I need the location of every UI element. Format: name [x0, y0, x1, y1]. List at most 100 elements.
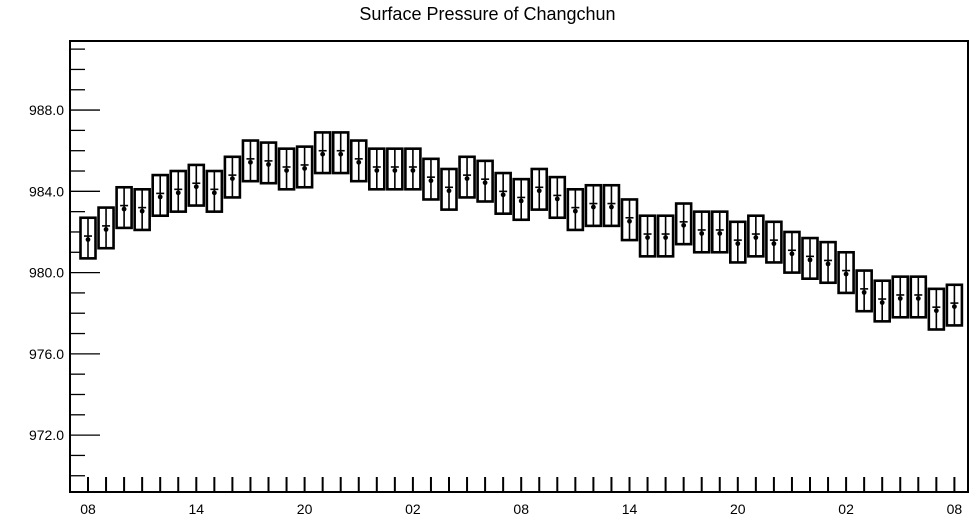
point-dot — [139, 208, 145, 214]
point-dot — [175, 190, 181, 196]
point-dot — [952, 304, 957, 309]
x-tick-label: 08 — [947, 501, 963, 517]
pressure-point — [494, 171, 512, 215]
point-dot — [428, 178, 434, 184]
pressure-point — [241, 139, 260, 183]
chart-title: Surface Pressure of Changchun — [359, 4, 616, 24]
x-tick-label: 02 — [838, 501, 854, 517]
pressure-point — [259, 141, 278, 185]
pressure-point — [277, 147, 296, 191]
point-dot — [356, 159, 362, 165]
point-dot — [933, 308, 939, 314]
point-dot — [157, 194, 163, 200]
pressure-point — [674, 202, 693, 246]
pressure-point — [331, 131, 350, 175]
point-dot — [320, 151, 326, 157]
point-dot — [807, 257, 813, 263]
pressure-point — [476, 159, 494, 203]
pressure-point — [801, 236, 819, 280]
point-dot — [193, 184, 199, 190]
pressure-point — [79, 216, 97, 260]
pressure-point — [295, 145, 314, 189]
point-dot — [897, 296, 903, 301]
point-dot — [627, 218, 632, 224]
pressure-point — [223, 155, 242, 199]
point-dot — [609, 204, 614, 210]
y-axis: 972.0 976.0 980.0 984.0 988.0 — [29, 48, 100, 477]
data-marks — [79, 131, 964, 331]
point-dot — [554, 196, 560, 202]
pressure-point — [819, 240, 837, 285]
point-dot — [230, 176, 235, 182]
pressure-point — [349, 139, 368, 183]
pressure-point — [909, 275, 928, 319]
x-tick-label: 08 — [80, 501, 96, 517]
pressure-point — [548, 175, 567, 220]
x-tick-label: 20 — [730, 501, 746, 517]
point-dot — [464, 176, 470, 182]
point-dot — [879, 300, 885, 305]
pressure-point — [584, 183, 603, 228]
x-tick-label: 20 — [297, 501, 313, 517]
pressure-point — [783, 230, 801, 274]
pressure-point — [638, 214, 657, 258]
pressure-point — [133, 188, 151, 232]
plot-frame — [69, 40, 969, 493]
point-dot — [789, 251, 795, 257]
point-dot — [518, 198, 524, 204]
point-dot — [663, 235, 668, 240]
point-dot — [211, 190, 217, 196]
pressure-point — [945, 283, 964, 327]
pressure-point — [620, 198, 639, 242]
pressure-point — [313, 131, 332, 175]
point-dot — [482, 180, 488, 186]
point-dot — [338, 151, 344, 157]
pressure-point — [512, 177, 531, 222]
pressure-point — [169, 169, 188, 213]
x-tick-label: 14 — [189, 501, 205, 517]
point-dot — [572, 208, 578, 214]
x-axis: 08 14 20 02 08 14 20 02 08 — [80, 477, 962, 517]
point-dot — [681, 222, 687, 228]
point-dot — [284, 168, 289, 173]
point-dot — [735, 241, 741, 247]
pressure-point — [115, 185, 133, 230]
x-tick-label: 02 — [405, 501, 421, 517]
pressure-point — [747, 214, 765, 258]
point-dot — [248, 159, 253, 165]
pressure-point — [422, 157, 440, 201]
point-dot — [85, 237, 91, 242]
pressure-point — [873, 279, 892, 323]
pressure-point — [97, 206, 115, 250]
pressure-point — [440, 167, 458, 211]
pressure-point — [151, 173, 169, 218]
pressure-point — [891, 275, 910, 319]
point-dot — [500, 192, 506, 198]
pressure-point — [837, 250, 855, 295]
point-dot — [825, 261, 831, 267]
pressure-point — [205, 169, 224, 213]
point-dot — [103, 227, 109, 232]
point-dot — [266, 161, 271, 167]
pressure-point — [765, 220, 783, 264]
pressure-point — [566, 188, 585, 232]
point-dot — [410, 168, 416, 173]
y-tick-label: 976.0 — [29, 346, 64, 362]
pressure-point — [367, 147, 386, 191]
point-dot — [645, 235, 650, 240]
pressure-point — [728, 220, 747, 264]
pressure-point — [458, 155, 476, 199]
x-tick-label: 08 — [513, 501, 529, 517]
point-dot — [699, 231, 705, 236]
y-tick-label: 988.0 — [29, 102, 64, 118]
pressure-point — [692, 210, 711, 254]
point-dot — [915, 296, 921, 301]
pressure-point — [656, 214, 675, 258]
point-dot — [392, 168, 398, 173]
pressure-point — [530, 167, 549, 211]
pressure-point — [855, 269, 873, 313]
pressure-point — [187, 163, 206, 207]
point-dot — [861, 289, 867, 295]
pressure-point — [710, 210, 729, 254]
